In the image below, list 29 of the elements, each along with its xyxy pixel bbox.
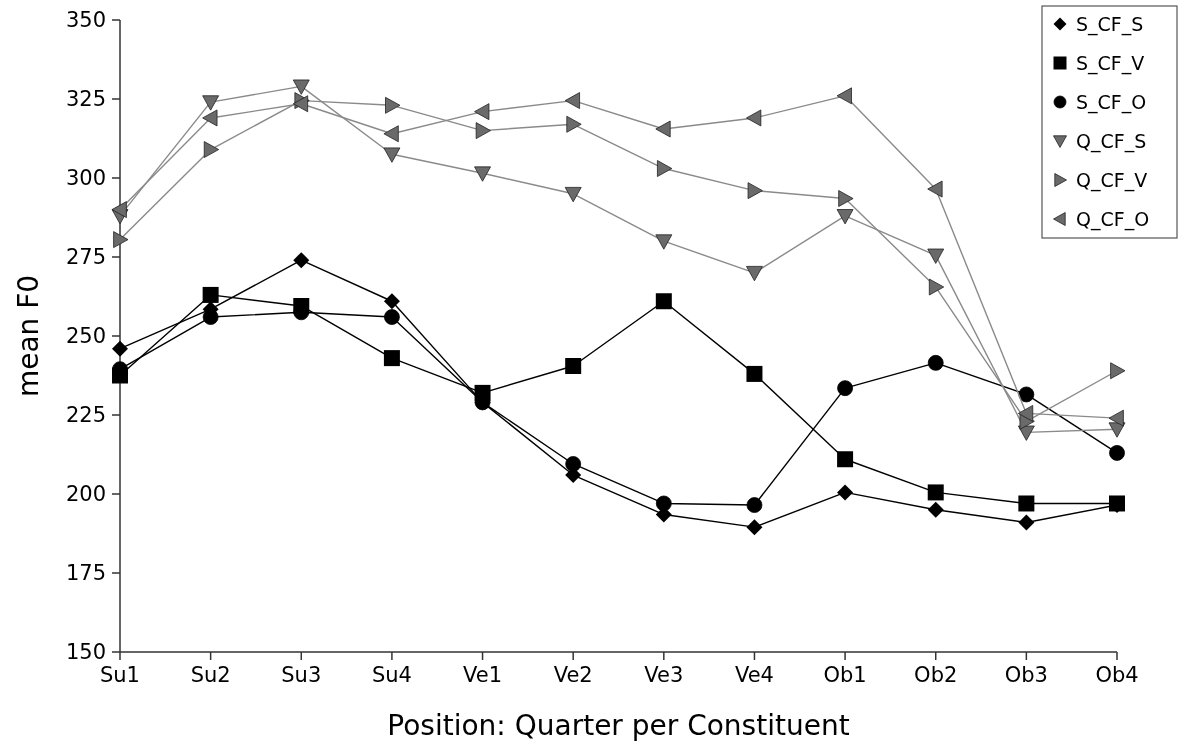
x-tick-label: Ob3: [1004, 663, 1048, 687]
y-tick-label: 250: [65, 324, 106, 349]
legend-label: Q_CF_V: [1076, 168, 1148, 192]
x-axis-title: Position: Quarter per Constituent: [387, 709, 850, 742]
y-tick-label: 225: [65, 403, 106, 428]
y-tick-label: 175: [65, 561, 106, 586]
x-tick-label: Ve2: [553, 663, 593, 687]
legend-label: S_CF_S: [1076, 12, 1144, 36]
x-tick-label: Su1: [99, 663, 141, 687]
x-tick-label: Su3: [281, 663, 322, 687]
x-tick-label: Ob2: [914, 663, 958, 687]
x-tick-label: Ve1: [463, 663, 503, 687]
y-axis-title: mean F0: [12, 274, 45, 398]
legend-label: S_CF_O: [1076, 90, 1147, 114]
x-tick-label: Ob1: [823, 663, 867, 687]
y-tick-label: 200: [65, 482, 106, 507]
x-tick-label: Ve3: [644, 663, 684, 687]
y-tick-label: 325: [65, 87, 106, 112]
y-tick-label: 150: [65, 640, 106, 665]
x-tick-label: Su2: [190, 663, 231, 687]
legend-label: Q_CF_O: [1076, 207, 1150, 231]
y-tick-label: 275: [65, 245, 106, 270]
legend-label: S_CF_V: [1076, 51, 1145, 75]
legend-label: Q_CF_S: [1076, 129, 1147, 153]
y-tick-label: 300: [65, 166, 106, 191]
x-tick-label: Ve4: [734, 663, 774, 687]
x-tick-label: Ob4: [1095, 663, 1139, 687]
x-tick-label: Su4: [371, 663, 412, 687]
y-tick-label: 350: [65, 8, 106, 33]
